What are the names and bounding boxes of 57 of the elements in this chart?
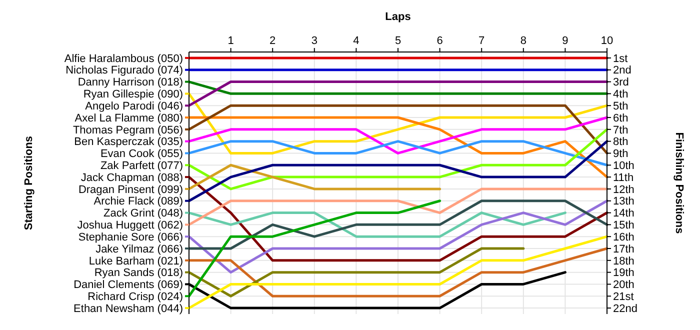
legend-label: Ethan Newsham (044) — [74, 302, 183, 315]
legend-title: Starting Positions — [23, 136, 35, 230]
y-tick-label: 14th — [613, 208, 634, 220]
legend-label: Ryan Gillespie (090) — [83, 88, 183, 101]
legend-label: Zack Grint (048) — [104, 208, 183, 220]
x-tick-label: 3 — [311, 35, 318, 47]
y-tick-label: 19th — [613, 267, 634, 280]
y-tick-label: 6th — [613, 112, 628, 124]
y-tick-label: 2nd — [613, 64, 632, 77]
legend-label: Stephanie Sore (066) — [78, 231, 183, 244]
legend-label: Archie Flack (089) — [94, 196, 183, 208]
legend-label: Angelo Parodi (046) — [85, 100, 183, 112]
y-tick-label: 10th — [613, 160, 634, 172]
legend-label: Luke Barham (021) — [88, 255, 183, 268]
y-tick-label: 22nd — [613, 302, 638, 315]
legend-label: Thomas Pegram (056) — [72, 124, 183, 136]
x-tick-label: 9 — [562, 35, 568, 47]
legend-label: Axel La Flamme (080) — [74, 112, 183, 124]
y-tick-label: 17th — [613, 243, 634, 256]
legend-label: Jack Chapman (088) — [80, 172, 183, 184]
legend-label: Evan Cook (055) — [100, 148, 183, 160]
x-tick-label: 4 — [353, 35, 360, 47]
y-tick-label: 7th — [613, 124, 628, 136]
y-tick-label: 5th — [613, 100, 628, 112]
y-tick-label: 1st — [613, 52, 628, 65]
legend-label: Zak Parfett (077) — [100, 160, 183, 172]
x-tick-label: 10 — [600, 35, 614, 47]
y-tick-label: 4th — [613, 88, 628, 101]
legend-label: Richard Crisp (024) — [88, 290, 183, 303]
x-tick-label: 1 — [228, 35, 234, 47]
legend-label: Danny Harrison (018) — [78, 76, 183, 89]
x-axis-title: Laps — [385, 11, 411, 23]
y-tick-label: 16th — [613, 231, 634, 244]
y-tick-label: 18th — [613, 255, 634, 268]
x-tick-label: 8 — [520, 35, 526, 47]
y-tick-label: 15th — [613, 220, 634, 232]
y-tick-label: 3rd — [613, 76, 629, 89]
y-tick-label: 11th — [613, 172, 634, 184]
legend-label: Alfie Haralambous (050) — [64, 52, 183, 65]
legend-label: Daniel Clements (069) — [74, 279, 183, 292]
y-tick-label: 9th — [613, 148, 628, 160]
legend-label: Joshua Huggett (062) — [77, 220, 183, 232]
y-tick-label: 21st — [613, 290, 634, 303]
y-tick-label: 20th — [613, 279, 634, 292]
x-tick-label: 6 — [436, 35, 443, 47]
x-tick-label: 2 — [270, 35, 276, 47]
legend-label: Ryan Sands (018) — [94, 267, 183, 280]
y-tick-label: 8th — [613, 136, 628, 148]
legend-label: Jake Yilmaz (066) — [96, 243, 183, 256]
legend-label: Dragan Pinsent (099) — [78, 184, 183, 196]
x-tick-label: 7 — [478, 35, 485, 47]
legend-label: Ben Kasperczak (035) — [74, 136, 183, 148]
legend-label: Nicholas Figurado (074) — [66, 64, 183, 77]
y-axis-title: Finishing Positions — [673, 132, 685, 234]
x-tick-label: 5 — [394, 35, 402, 47]
y-tick-label: 13th — [613, 196, 634, 208]
y-tick-label: 12th — [613, 184, 634, 196]
